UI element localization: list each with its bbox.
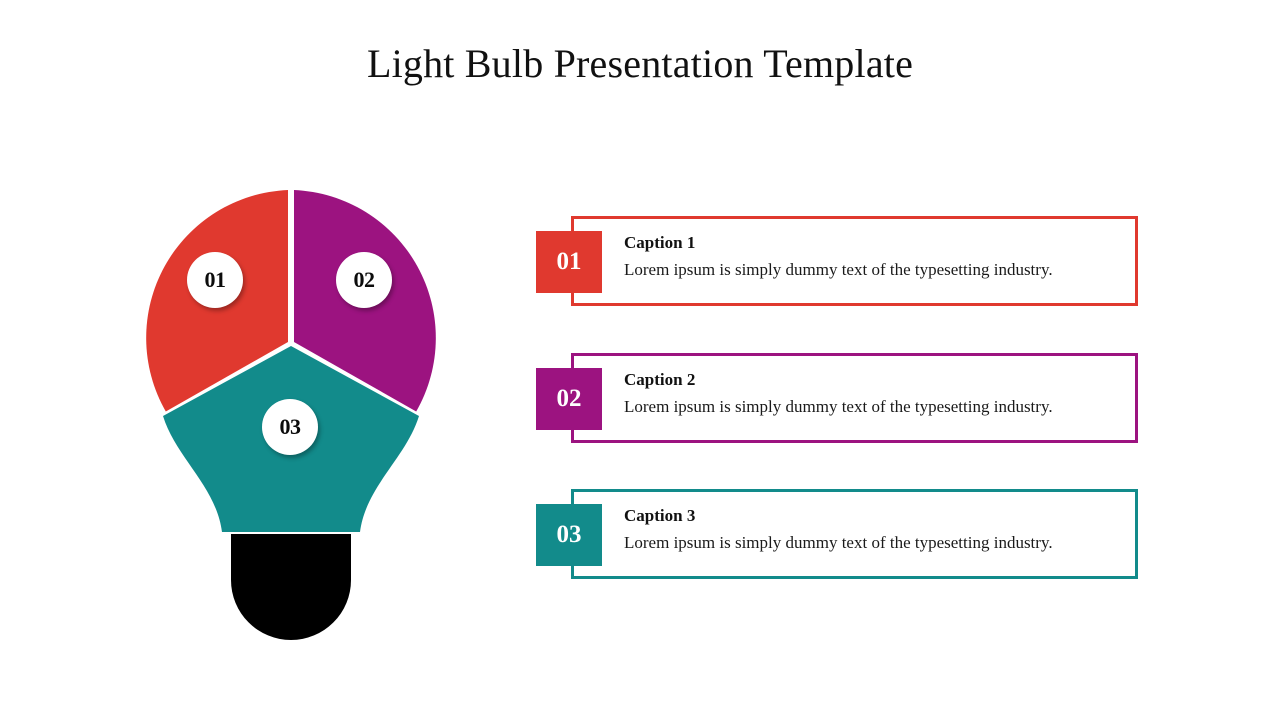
bulb-base — [231, 534, 351, 640]
caption-list: 01 Caption 1 Lorem ipsum is simply dummy… — [536, 210, 1146, 590]
caption-text-03: Caption 3 Lorem ipsum is simply dummy te… — [624, 505, 1124, 554]
caption-item-02[interactable]: 02 Caption 2 Lorem ipsum is simply dummy… — [536, 347, 1146, 451]
bulb-number-02-label: 02 — [353, 267, 376, 292]
caption-body-02: Lorem ipsum is simply dummy text of the … — [624, 397, 1053, 417]
bulb-number-02[interactable]: 02 — [336, 252, 392, 308]
caption-badge-01-label: 01 — [556, 248, 582, 275]
caption-outline-01 — [571, 216, 1138, 306]
bulb-number-03-label: 03 — [279, 414, 302, 439]
caption-badge-01[interactable]: 01 — [536, 231, 602, 293]
caption-outline-03 — [571, 489, 1138, 579]
caption-heading-02: Caption 2 — [624, 370, 696, 389]
bulb-number-03[interactable]: 03 — [262, 399, 318, 455]
caption-text-01: Caption 1 Lorem ipsum is simply dummy te… — [624, 232, 1124, 281]
caption-badge-03[interactable]: 03 — [536, 504, 602, 566]
bulb-number-01[interactable]: 01 — [187, 252, 243, 308]
caption-body-03: Lorem ipsum is simply dummy text of the … — [624, 533, 1053, 553]
light-bulb-diagram: 01 02 03 — [120, 140, 480, 650]
page-title: Light Bulb Presentation Template — [366, 41, 914, 86]
caption-badge-02-label: 02 — [556, 385, 582, 412]
bulb-number-01-label: 01 — [204, 267, 227, 292]
caption-item-01[interactable]: 01 Caption 1 Lorem ipsum is simply dummy… — [536, 210, 1146, 314]
caption-badge-03-label: 03 — [556, 521, 582, 548]
caption-heading-03: Caption 3 — [624, 506, 696, 525]
caption-badge-02[interactable]: 02 — [536, 368, 602, 430]
caption-body-01: Lorem ipsum is simply dummy text of the … — [624, 260, 1053, 280]
light-bulb-shape — [146, 190, 436, 640]
caption-text-02: Caption 2 Lorem ipsum is simply dummy te… — [624, 369, 1124, 418]
caption-heading-01: Caption 1 — [624, 233, 696, 252]
caption-item-03[interactable]: 03 Caption 3 Lorem ipsum is simply dummy… — [536, 483, 1146, 587]
